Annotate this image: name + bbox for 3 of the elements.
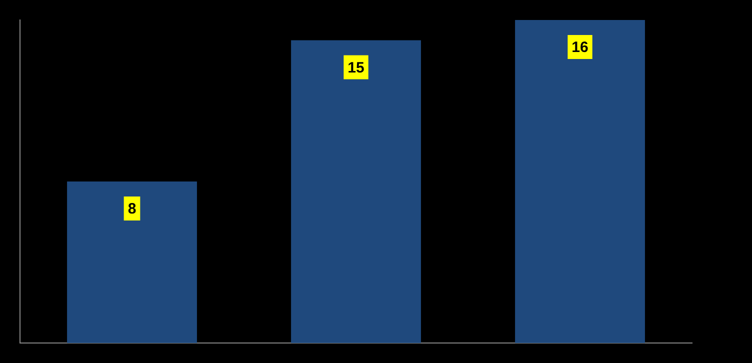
data-label: 8 xyxy=(128,200,136,218)
data-label: 15 xyxy=(348,59,364,76)
data-label: 16 xyxy=(572,39,588,56)
